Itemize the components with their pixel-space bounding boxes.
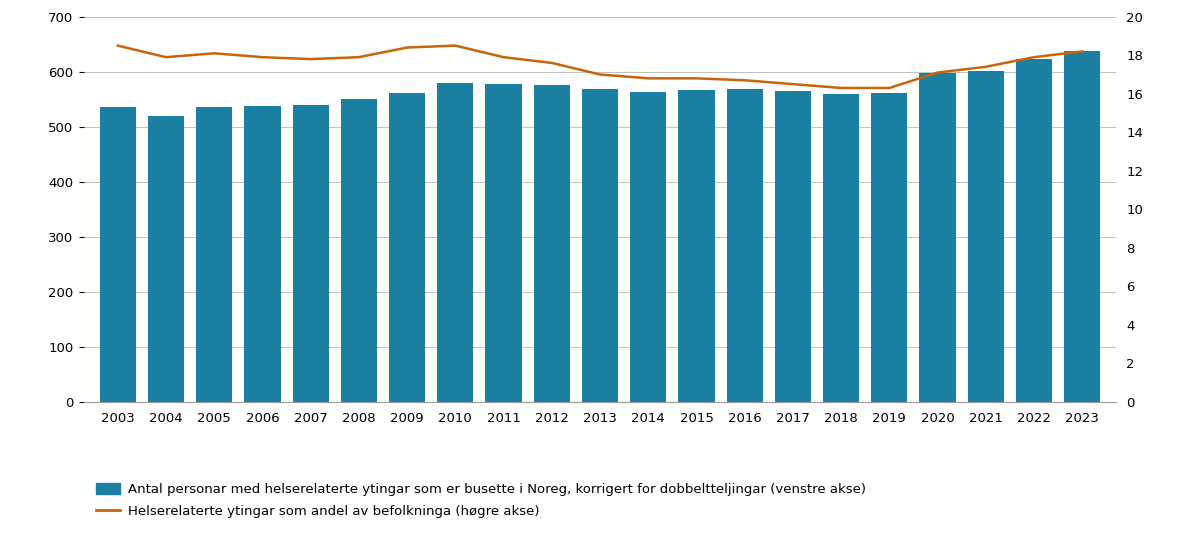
Bar xyxy=(1064,51,1100,402)
Bar xyxy=(823,94,859,402)
Bar xyxy=(245,107,281,402)
Bar xyxy=(196,108,233,402)
Bar xyxy=(726,89,763,402)
Bar xyxy=(437,83,474,402)
Bar xyxy=(582,89,618,402)
Bar xyxy=(486,84,522,402)
Bar xyxy=(775,91,811,402)
Bar xyxy=(871,93,907,402)
Bar xyxy=(100,108,136,402)
Bar xyxy=(341,99,377,402)
Bar xyxy=(919,74,955,402)
Bar xyxy=(678,90,714,402)
Legend: Antal personar med helserelaterte ytingar som er busette i Noreg, korrigert for : Antal personar med helserelaterte ytinga… xyxy=(90,478,871,523)
Bar xyxy=(534,85,570,402)
Bar xyxy=(630,92,666,402)
Bar xyxy=(148,116,184,402)
Bar xyxy=(1016,59,1052,402)
Bar xyxy=(967,71,1004,402)
Bar xyxy=(389,93,425,402)
Bar xyxy=(293,105,329,402)
